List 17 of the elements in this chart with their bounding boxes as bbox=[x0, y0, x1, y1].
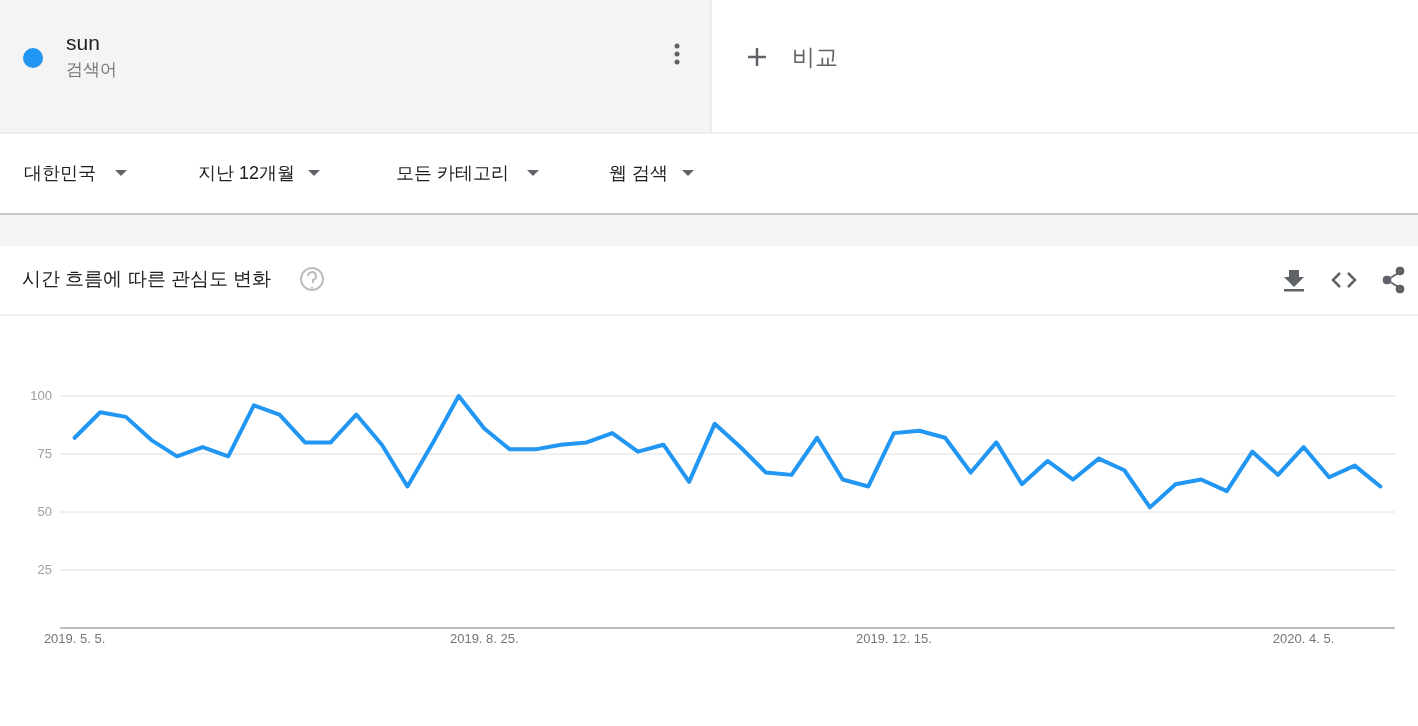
x-tick-label: 2020. 4. 5. bbox=[1272, 631, 1335, 646]
chart-title: 시간 흐름에 따른 관심도 변화 bbox=[22, 268, 272, 289]
x-tick-label: 2019. 5. 5. bbox=[43, 631, 106, 646]
line-series bbox=[72, 394, 1383, 510]
text: 모든 카테고리 bbox=[396, 163, 510, 183]
y-tick-label: 100 bbox=[30, 388, 52, 403]
text: 지난 12개월 bbox=[198, 163, 296, 183]
text: 비교 bbox=[792, 44, 838, 70]
x-tick-label: 2019. 12. 15. bbox=[855, 631, 932, 646]
x-tick-label: 2019. 8. 25. bbox=[449, 631, 519, 646]
text: 대한민국 bbox=[24, 163, 96, 183]
text: 웹 검색 bbox=[609, 163, 669, 183]
y-tick-label: 25 bbox=[37, 562, 52, 577]
text: sun bbox=[66, 31, 100, 54]
text: 검색어 bbox=[66, 60, 117, 79]
y-tick-label: 75 bbox=[37, 446, 52, 461]
y-tick-label: 50 bbox=[37, 504, 52, 519]
